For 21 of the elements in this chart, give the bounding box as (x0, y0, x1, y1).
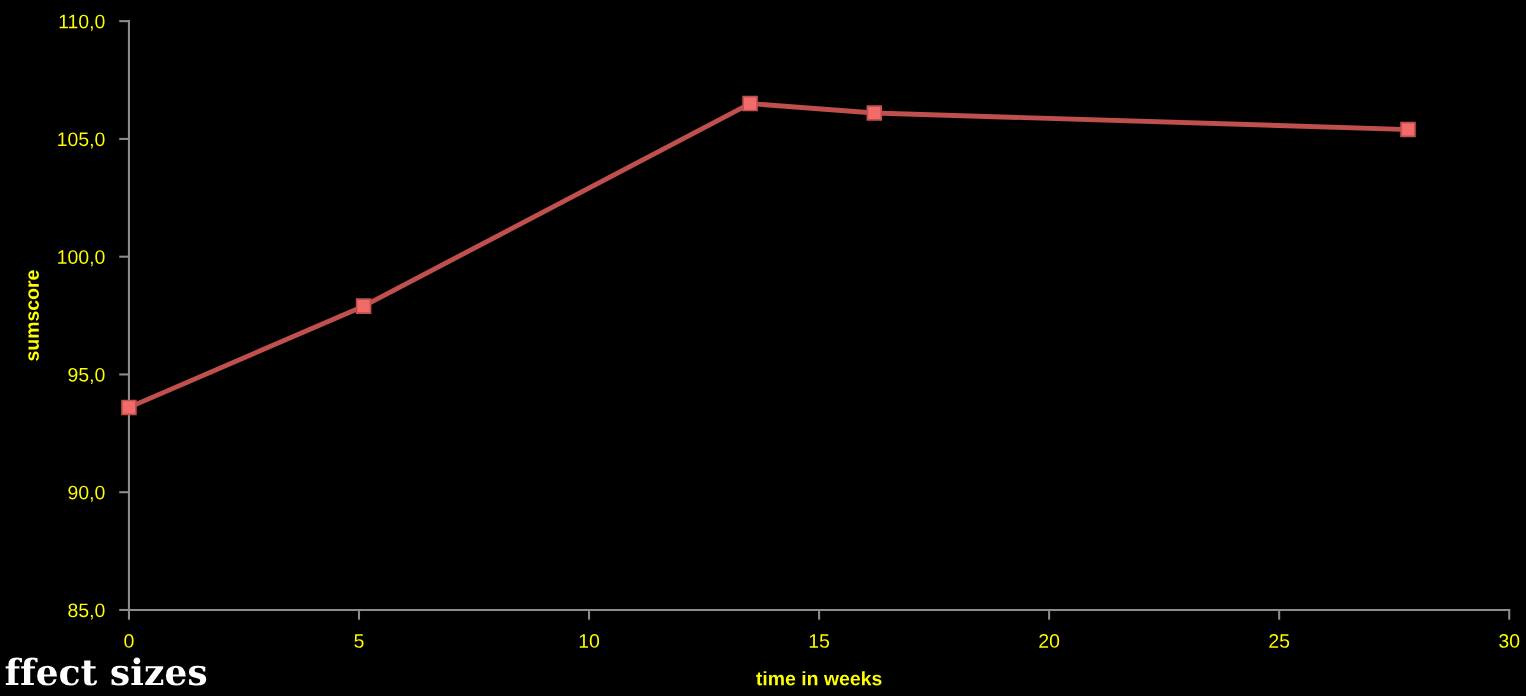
point (1400, 121, 1416, 138)
x-tick-label: 25 (1269, 634, 1290, 648)
y-tick-label: 105,0 (58, 132, 105, 149)
x-tick-label: 20 (1039, 634, 1060, 648)
x-tick-label: 10 (579, 634, 600, 648)
y-tick-label: 95,0 (68, 367, 105, 384)
x-tick-label: 0 (124, 634, 134, 648)
text: ffect sizes (5, 657, 207, 686)
point (866, 105, 883, 121)
y-tick-label: 85,0 (68, 603, 105, 620)
y-axis-title: sumscore (28, 270, 39, 361)
x-tick-label: 30 (1499, 634, 1520, 648)
y-tick-label: 110,0 (59, 14, 105, 31)
y-tick-label: 100,0 (58, 250, 105, 267)
y-tick-label: 90,0 (68, 485, 105, 502)
point (355, 298, 372, 314)
x-axis-title: time in weeks (756, 671, 882, 686)
point (742, 95, 758, 112)
x-tick-label: 5 (354, 634, 364, 648)
x-tick-label: 15 (809, 634, 830, 648)
point (121, 399, 137, 416)
